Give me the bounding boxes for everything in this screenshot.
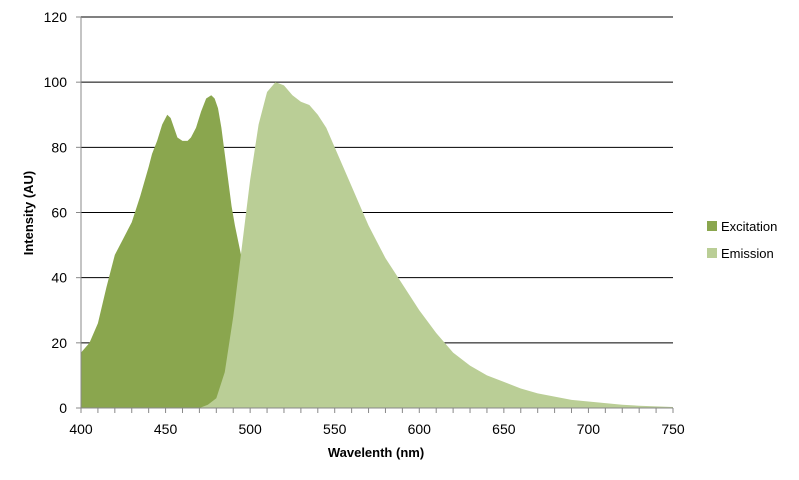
x-tick-label: 450 bbox=[154, 421, 178, 437]
y-tick-label: 60 bbox=[51, 205, 67, 221]
x-tick-label: 750 bbox=[661, 421, 685, 437]
x-tick-label: 400 bbox=[69, 421, 93, 437]
series-areas bbox=[81, 82, 673, 409]
legend: Excitation Emission bbox=[707, 219, 777, 261]
y-axis-title: Intensity (AU) bbox=[21, 171, 36, 256]
x-tick-label: 650 bbox=[492, 421, 516, 437]
series-area-excitation bbox=[81, 95, 268, 408]
legend-swatch-excitation bbox=[707, 221, 717, 231]
x-tick-label: 500 bbox=[238, 421, 262, 437]
legend-swatch-emission bbox=[707, 248, 717, 258]
legend-label-emission: Emission bbox=[721, 246, 774, 261]
y-tick-label: 40 bbox=[51, 270, 67, 286]
x-tick-label: 700 bbox=[577, 421, 601, 437]
y-tick-label: 20 bbox=[51, 335, 67, 351]
series-area-emission bbox=[190, 82, 673, 409]
legend-label-excitation: Excitation bbox=[721, 219, 777, 234]
y-tick-label: 80 bbox=[51, 139, 67, 155]
axes bbox=[76, 16, 674, 413]
tick-labels: 0 20 40 60 80 100 120 400 450 500 550 600 650 700 750 bbox=[44, 9, 685, 437]
y-tick-label: 120 bbox=[44, 9, 68, 25]
x-axis-title: Wavelenth (nm) bbox=[328, 445, 424, 460]
y-tick-label: 0 bbox=[59, 400, 67, 416]
x-tick-label: 550 bbox=[323, 421, 347, 437]
y-tick-label: 100 bbox=[44, 74, 68, 90]
x-tick-label: 600 bbox=[408, 421, 432, 437]
